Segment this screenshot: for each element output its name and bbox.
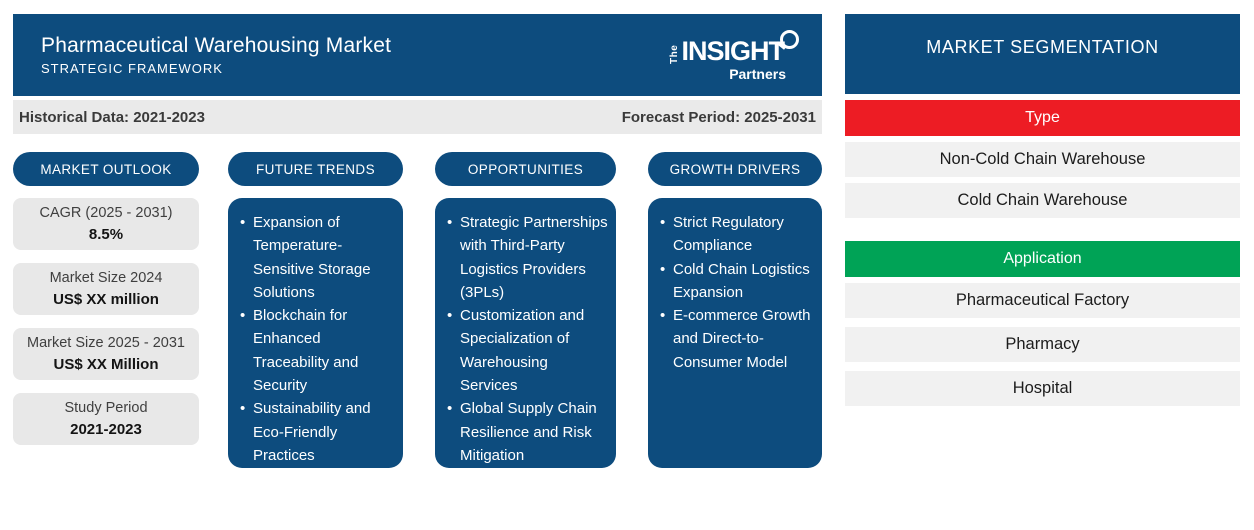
opportunities-list: Strategic Partnerships with Third-Party … (447, 211, 608, 467)
list-item: E-commerce Growth and Direct-to-Consumer… (660, 304, 814, 374)
future-trends-card: Expansion of Temperature-Sensitive Stora… (228, 198, 403, 468)
stat-card-market-size-forecast: Market Size 2025 - 2031 US$ XX Million (13, 328, 199, 380)
insight-partners-logo: The INSIGHT Partners (669, 30, 799, 82)
segment-item-hospital: Hospital (845, 371, 1240, 406)
stat-label: Market Size 2024 (49, 269, 163, 286)
segment-group-application: Application (845, 241, 1240, 277)
growth-drivers-card: Strict Regulatory Compliance Cold Chain … (648, 198, 822, 468)
list-item: Global Supply Chain Resilience and Risk … (447, 397, 608, 467)
segment-item-non-cold-chain: Non-Cold Chain Warehouse (845, 142, 1240, 177)
growth-drivers-pill: GROWTH DRIVERS (648, 152, 822, 186)
logo-wordmark: INSIGHT Partners (681, 30, 799, 82)
historical-data-label: Historical Data: 2021-2023 (19, 108, 205, 126)
future-trends-pill: FUTURE TRENDS (228, 152, 403, 186)
stat-card-market-size-2024: Market Size 2024 US$ XX million (13, 263, 199, 315)
list-item: Sustainability and Eco-Friendly Practice… (240, 397, 395, 467)
market-outlook-column: MARKET OUTLOOK CAGR (2025 - 2031) 8.5% M… (13, 152, 199, 468)
market-segmentation-panel: MARKET SEGMENTATION Type Non-Cold Chain … (845, 14, 1240, 406)
logo-partners-text: Partners (729, 65, 786, 82)
list-item: Expansion of Temperature-Sensitive Stora… (240, 211, 395, 304)
report-header-text: Pharmaceutical Warehousing Market STRATE… (41, 33, 391, 76)
future-trends-column: FUTURE TRENDS Expansion of Temperature-S… (228, 152, 403, 468)
report-header: Pharmaceutical Warehousing Market STRATE… (13, 14, 822, 96)
segment-item-pharmacy: Pharmacy (845, 327, 1240, 362)
stat-card-study-period: Study Period 2021-2023 (13, 393, 199, 445)
logo-the-text: The (669, 44, 681, 64)
market-outlook-pill: MARKET OUTLOOK (13, 152, 199, 186)
segment-item-pharmaceutical-factory: Pharmaceutical Factory (845, 283, 1240, 318)
magnifier-icon (780, 30, 799, 49)
main-panel: Pharmaceutical Warehousing Market STRATE… (13, 14, 822, 468)
stat-card-cagr: CAGR (2025 - 2031) 8.5% (13, 198, 199, 250)
period-bar: Historical Data: 2021-2023 Forecast Peri… (13, 100, 822, 134)
growth-drivers-list: Strict Regulatory Compliance Cold Chain … (660, 211, 814, 374)
report-subtitle: STRATEGIC FRAMEWORK (41, 61, 223, 77)
segment-group-type: Type (845, 100, 1240, 136)
stat-value: 8.5% (88, 226, 124, 244)
list-item: Blockchain for Enhanced Traceability and… (240, 304, 395, 397)
list-item: Strict Regulatory Compliance (660, 211, 814, 258)
list-item: Cold Chain Logistics Expansion (660, 258, 814, 305)
segment-item-cold-chain: Cold Chain Warehouse (845, 183, 1240, 218)
opportunities-card: Strategic Partnerships with Third-Party … (435, 198, 616, 468)
stat-label: Market Size 2025 - 2031 (27, 334, 185, 351)
opportunities-pill: OPPORTUNITIES (435, 152, 616, 186)
segmentation-title: MARKET SEGMENTATION (845, 14, 1240, 94)
forecast-period-label: Forecast Period: 2025-2031 (621, 108, 816, 126)
stat-value: 2021-2023 (70, 421, 142, 439)
framework-columns: MARKET OUTLOOK CAGR (2025 - 2031) 8.5% M… (13, 152, 822, 468)
list-item: Strategic Partnerships with Third-Party … (447, 211, 608, 304)
opportunities-column: OPPORTUNITIES Strategic Partnerships wit… (435, 152, 616, 468)
list-item: Customization and Specialization of Ware… (447, 304, 608, 397)
future-trends-list: Expansion of Temperature-Sensitive Stora… (240, 211, 395, 467)
stat-label: Study Period (64, 399, 148, 416)
report-title: Pharmaceutical Warehousing Market (41, 34, 392, 57)
logo-insight-text: INSIGHT (681, 36, 785, 66)
growth-drivers-column: GROWTH DRIVERS Strict Regulatory Complia… (648, 152, 822, 468)
stat-value: US$ XX million (53, 291, 159, 309)
stat-label: CAGR (2025 - 2031) (39, 204, 173, 221)
stat-value: US$ XX Million (53, 356, 159, 374)
